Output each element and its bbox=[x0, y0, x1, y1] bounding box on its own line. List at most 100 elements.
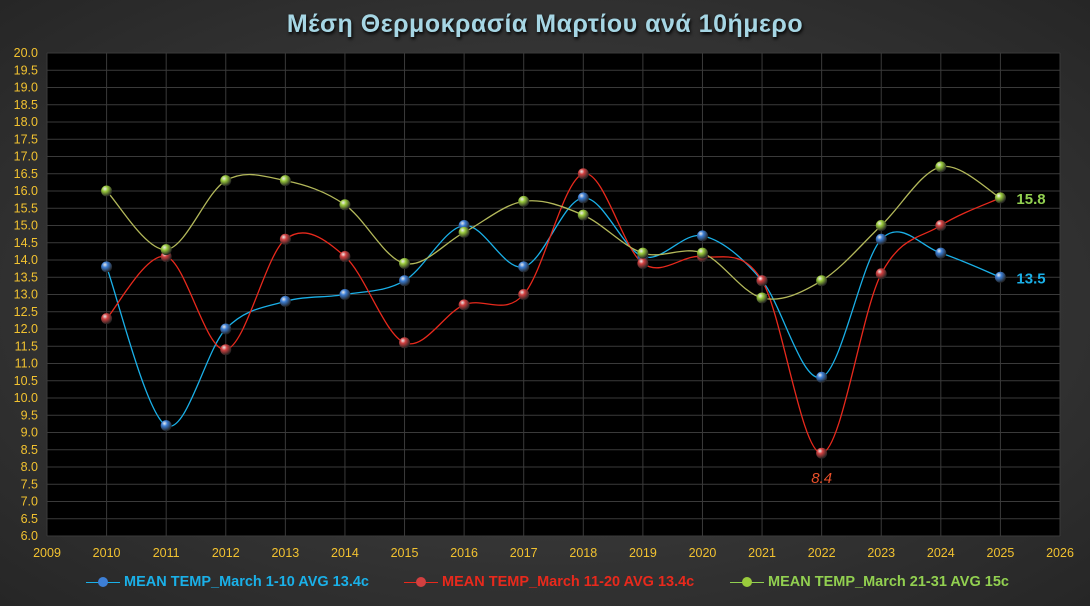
legend-item-march-11-20: MEAN TEMP_March 11-20 AVG 13.4c bbox=[404, 574, 694, 590]
data-point bbox=[577, 168, 589, 180]
legend-marker-icon bbox=[730, 576, 764, 588]
y-tick-label: 12.5 bbox=[14, 305, 38, 319]
y-tick-label: 17.5 bbox=[14, 132, 38, 146]
data-label: 15.8 bbox=[1016, 191, 1045, 208]
x-tick-label: 2015 bbox=[391, 546, 419, 560]
data-point bbox=[279, 233, 291, 245]
x-tick-label: 2013 bbox=[271, 546, 299, 560]
legend-item-march-1-10: MEAN TEMP_March 1-10 AVG 13.4c bbox=[86, 574, 369, 590]
data-point bbox=[935, 220, 947, 231]
data-point bbox=[160, 420, 172, 432]
x-tick-label: 2016 bbox=[450, 546, 478, 560]
x-tick-label: 2025 bbox=[987, 546, 1015, 560]
y-tick-label: 14.0 bbox=[14, 253, 38, 267]
data-point bbox=[399, 337, 411, 349]
x-tick-label: 2022 bbox=[808, 546, 836, 560]
data-point bbox=[220, 344, 232, 356]
x-tick-label: 2026 bbox=[1046, 546, 1074, 560]
data-point bbox=[101, 261, 113, 273]
data-point bbox=[935, 247, 947, 259]
legend-label: MEAN TEMP_March 11-20 AVG 13.4c bbox=[442, 574, 695, 590]
data-point bbox=[816, 447, 828, 459]
data-point bbox=[696, 230, 708, 242]
data-point bbox=[399, 275, 411, 287]
x-tick-label: 2023 bbox=[867, 546, 895, 560]
x-tick-label: 2019 bbox=[629, 546, 657, 560]
data-point bbox=[816, 275, 828, 287]
x-tick-label: 2020 bbox=[689, 546, 717, 560]
data-label: 13.5 bbox=[1016, 270, 1045, 287]
x-tick-label: 2024 bbox=[927, 546, 955, 560]
data-point bbox=[875, 220, 887, 231]
data-point bbox=[101, 185, 113, 197]
data-point bbox=[518, 195, 530, 207]
data-point bbox=[994, 192, 1006, 204]
data-point bbox=[696, 247, 708, 259]
data-point bbox=[399, 257, 411, 269]
data-point bbox=[279, 295, 291, 307]
data-point bbox=[637, 257, 649, 269]
legend-label: MEAN TEMP_March 1-10 AVG 13.4c bbox=[124, 574, 369, 590]
legend-marker-icon bbox=[86, 576, 120, 588]
y-tick-label: 10.0 bbox=[14, 391, 38, 405]
data-point bbox=[875, 233, 887, 245]
y-tick-label: 8.5 bbox=[21, 443, 38, 457]
data-point bbox=[935, 161, 947, 173]
data-point bbox=[816, 371, 828, 383]
y-tick-label: 13.5 bbox=[14, 270, 38, 284]
x-tick-label: 2011 bbox=[153, 546, 180, 560]
data-point bbox=[518, 289, 530, 300]
data-point bbox=[577, 192, 589, 204]
y-tick-label: 7.0 bbox=[21, 495, 38, 509]
y-tick-label: 18.5 bbox=[14, 98, 38, 112]
series-line bbox=[106, 173, 1001, 454]
data-point bbox=[875, 268, 887, 280]
y-tick-label: 6.0 bbox=[21, 529, 38, 543]
x-tick-label: 2009 bbox=[33, 546, 61, 560]
y-tick-label: 16.5 bbox=[14, 167, 38, 181]
data-point bbox=[160, 244, 172, 256]
series-line bbox=[106, 165, 1001, 300]
data-point bbox=[756, 292, 768, 304]
x-tick-label: 2021 bbox=[748, 546, 776, 560]
data-point bbox=[637, 247, 649, 259]
y-tick-label: 17.0 bbox=[14, 150, 38, 164]
data-point bbox=[577, 209, 589, 221]
data-point bbox=[458, 226, 470, 238]
y-tick-label: 11.5 bbox=[15, 339, 38, 353]
y-tick-label: 16.0 bbox=[14, 184, 38, 198]
y-tick-label: 8.0 bbox=[21, 460, 38, 474]
x-tick-label: 2017 bbox=[510, 546, 538, 560]
data-point bbox=[518, 261, 530, 273]
y-tick-label: 13.0 bbox=[14, 288, 38, 302]
x-tick-label: 2010 bbox=[93, 546, 121, 560]
data-point bbox=[279, 175, 291, 187]
y-tick-label: 19.5 bbox=[14, 63, 38, 77]
y-tick-label: 19.0 bbox=[14, 81, 38, 95]
y-tick-label: 15.0 bbox=[14, 219, 38, 233]
data-point bbox=[339, 251, 351, 263]
y-tick-label: 15.5 bbox=[14, 201, 38, 215]
x-tick-label: 2014 bbox=[331, 546, 359, 560]
data-point bbox=[756, 275, 768, 287]
data-point bbox=[101, 313, 113, 325]
y-tick-label: 12.0 bbox=[14, 322, 38, 336]
chart-title: Μέση Θερμοκρασία Μαρτίου ανά 10ήμερο bbox=[286, 10, 804, 38]
x-tick-label: 2012 bbox=[212, 546, 240, 560]
y-tick-label: 7.5 bbox=[21, 477, 38, 491]
y-tick-label: 18.0 bbox=[14, 115, 38, 129]
y-tick-label: 10.5 bbox=[14, 374, 38, 388]
y-tick-label: 20.0 bbox=[14, 46, 38, 60]
data-point bbox=[994, 271, 1006, 283]
x-tick-label: 2018 bbox=[569, 546, 597, 560]
data-label: 8.4 bbox=[811, 470, 832, 487]
y-tick-label: 9.5 bbox=[21, 408, 38, 422]
y-tick-label: 6.5 bbox=[21, 512, 38, 526]
legend-item-march-21-31: MEAN TEMP_March 21-31 AVG 15c bbox=[730, 574, 1009, 590]
legend-marker-icon bbox=[404, 576, 438, 588]
y-tick-label: 9.0 bbox=[21, 426, 38, 440]
data-point bbox=[220, 323, 232, 335]
data-point bbox=[220, 175, 232, 187]
data-point bbox=[458, 299, 470, 311]
